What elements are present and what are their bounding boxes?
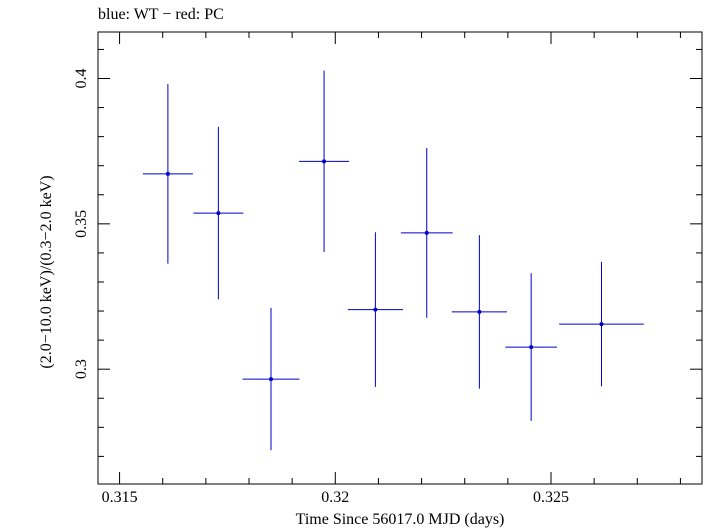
data-point (477, 309, 482, 314)
data-point (529, 345, 534, 350)
data-point (373, 307, 378, 312)
y-axis: 0.3 0.35 0.4 (73, 48, 702, 457)
data-series (142, 70, 644, 451)
x-axis-label: Time Since 56017.0 MJD (days) (295, 511, 505, 528)
data-point (599, 322, 604, 327)
data-point (322, 159, 327, 164)
y-tick-label: 0.4 (73, 69, 90, 89)
y-tick-label: 0.3 (73, 359, 90, 379)
chart-title: blue: WT − red: PC (98, 6, 224, 23)
x-tick-label: 0.315 (102, 489, 138, 506)
data-point (424, 230, 429, 235)
x-tick-label: 0.32 (321, 489, 349, 506)
data-point (165, 171, 170, 176)
y-tick-label: 0.35 (73, 210, 90, 238)
x-tick-label: 0.325 (533, 489, 569, 506)
data-point (269, 377, 274, 382)
plot-frame (97, 31, 703, 485)
x-axis: 0.315 0.32 0.325 (102, 32, 681, 506)
y-axis-label: (2.0−10.0 keV)/(0.3−2.0 keV) (38, 175, 55, 369)
data-point (216, 211, 221, 216)
